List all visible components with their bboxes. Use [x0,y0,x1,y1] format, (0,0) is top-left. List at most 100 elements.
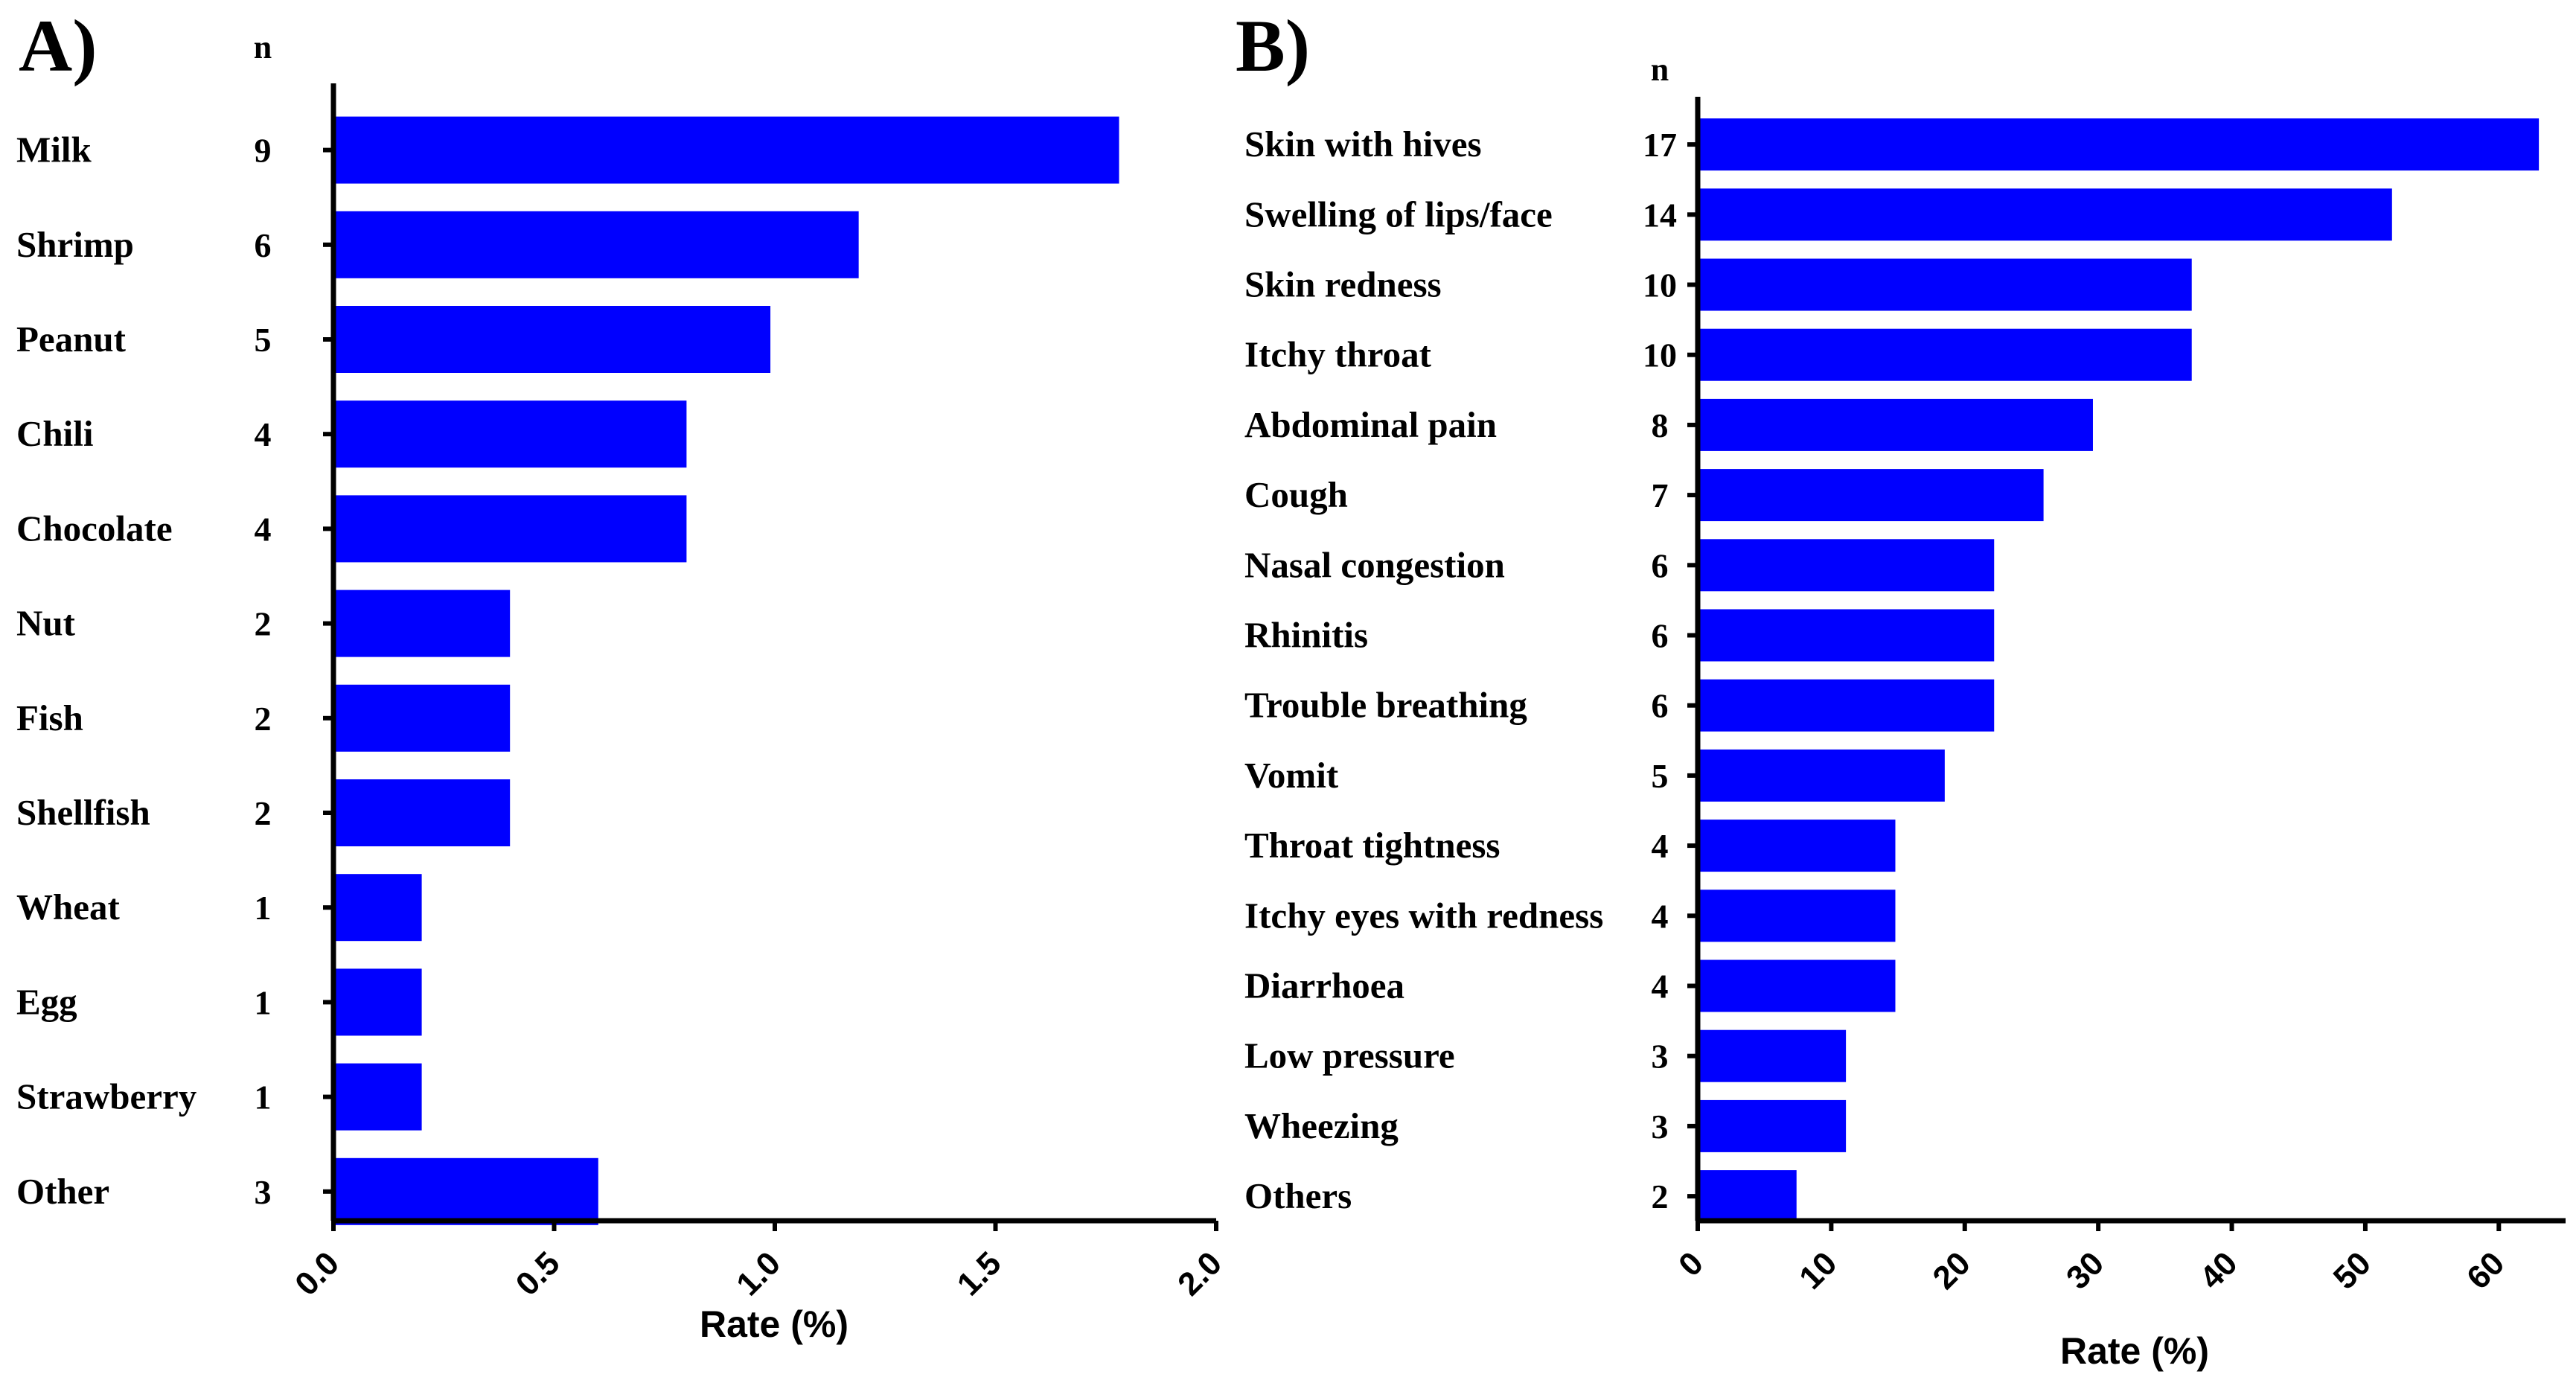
category-label: Fish [16,697,83,738]
n-value-label: 4 [1652,968,1669,1006]
x-tick-label: 20 [1926,1245,1978,1296]
x-tick-label: 60 [2460,1245,2511,1296]
bar-fish [333,684,511,752]
n-value-label: 4 [1652,897,1669,935]
panel-b-y-ticks [1687,142,1698,1199]
n-value-label: 14 [1643,196,1677,234]
x-tick-label: 1.5 [950,1245,1009,1303]
category-label: Chocolate [16,508,173,549]
category-label: Egg [16,981,77,1022]
category-label: Cough [1244,474,1348,515]
n-value-label: 3 [1652,1108,1669,1146]
n-value-label: 7 [1652,476,1669,514]
n-value-label: 3 [1652,1038,1669,1076]
panel-a-x-axis-title: Rate (%) [700,1303,848,1345]
category-label: Shellfish [16,792,150,833]
n-value-label: 6 [1652,617,1669,655]
panel-a-x-ticks: 0.0 0.5 1.0 1.5 2.0 [288,1221,1229,1303]
x-tick-label: 1.0 [729,1245,787,1303]
panel-b-n-labels: 17 14 10 10 8 7 6 6 6 5 4 4 4 3 3 2 [1643,126,1677,1216]
x-tick-label: 0.0 [288,1245,346,1303]
n-value-label: 5 [1652,757,1669,795]
x-tick-label: 50 [2327,1245,2378,1296]
bar-chili [333,400,687,468]
n-value-label: 3 [255,1173,272,1211]
bar-others [1698,1170,1797,1223]
category-label: Shrimp [16,224,134,265]
n-value-label: 17 [1643,126,1677,164]
category-label: Itchy eyes with redness [1244,895,1603,936]
category-label: Others [1244,1175,1352,1216]
panel-a-bars [333,116,1119,1225]
panel-b-x-ticks: 0 10 20 30 40 50 60 [1672,1221,2511,1297]
x-tick-label: 30 [2059,1245,2111,1296]
bar-low-pressure [1698,1029,1847,1082]
n-value-label: 1 [255,983,272,1021]
bar-throat-tightness [1698,820,1896,872]
bar-vomit [1698,749,1945,802]
category-label: Itchy throat [1244,334,1432,375]
category-label: Peanut [16,319,127,360]
category-label: Vomit [1244,755,1339,796]
bar-other [333,1157,598,1225]
panel-b-bars [1698,118,2540,1223]
panel-a-category-labels: Milk Shrimp Peanut Chili Chocolate Nut Fish She… [16,130,197,1212]
panel-a-y-ticks [323,147,333,1194]
category-label: Milk [16,130,92,170]
bar-peanut [333,306,771,373]
category-label: Abdominal pain [1244,404,1497,445]
x-tick-label: 0 [1672,1245,1710,1283]
x-tick-label: 40 [2193,1245,2244,1296]
n-value-label: 2 [1652,1178,1669,1216]
n-value-label: 10 [1643,336,1677,374]
category-label: Strawberry [16,1076,197,1117]
x-tick-label: 2.0 [1171,1245,1229,1303]
category-label: Wheezing [1244,1105,1399,1146]
bar-chocolate [333,495,687,563]
bar-rhinitis [1698,609,1995,662]
bar-nasal-congestion [1698,539,1995,592]
bar-wheat [333,874,422,942]
panel-b-chart: B) n Skin with hives Swelling of lips/fac… [1236,4,2566,1372]
panel-a-letter: A) [19,4,98,87]
n-value-label: 4 [255,415,272,453]
bar-wheezing [1698,1099,1847,1152]
n-value-label: 6 [255,226,272,264]
bar-skin-with-hives [1698,118,2540,171]
category-label: Nut [16,603,76,644]
category-label: Skin redness [1244,264,1442,305]
bar-skin-redness [1698,258,2192,311]
bar-trouble-breathing [1698,679,1995,732]
n-value-label: 9 [255,132,272,170]
panel-a-chart: A) n Milk Shrimp Peanut Chili Chocolate Nut Fi… [16,4,1229,1345]
bar-milk [333,116,1119,184]
category-label: Skin with hives [1244,124,1482,165]
n-value-label: 6 [1652,687,1669,725]
category-label: Rhinitis [1244,615,1368,656]
panel-b-x-axis-title: Rate (%) [2060,1330,2209,1372]
category-label: Other [16,1171,109,1212]
bar-itchy-throat [1698,328,2192,381]
bar-itchy-eyes-with-redness [1698,889,1896,942]
category-label: Trouble breathing [1244,685,1527,726]
n-value-label: 1 [255,1079,272,1117]
category-label: Throat tightness [1244,825,1500,866]
panel-b-letter: B) [1236,4,1310,87]
category-label: Swelling of lips/face [1244,194,1553,234]
category-label: Diarrhoea [1244,965,1404,1006]
category-label: Wheat [16,887,121,927]
n-value-label: 4 [1652,827,1669,865]
x-tick-label: 10 [1792,1245,1844,1296]
n-value-label: 1 [255,889,272,927]
category-label: Nasal congestion [1244,544,1505,585]
bar-nut [333,590,511,657]
category-label: Low pressure [1244,1035,1455,1076]
bar-egg [333,968,422,1036]
n-value-label: 6 [1652,546,1669,584]
panel-b-category-labels: Skin with hives Swelling of lips/face Skin… [1244,124,1603,1216]
n-value-label: 5 [255,321,272,359]
panel-a-n-header: n [254,29,272,66]
category-label: Chili [16,413,93,454]
bar-shellfish [333,779,511,846]
